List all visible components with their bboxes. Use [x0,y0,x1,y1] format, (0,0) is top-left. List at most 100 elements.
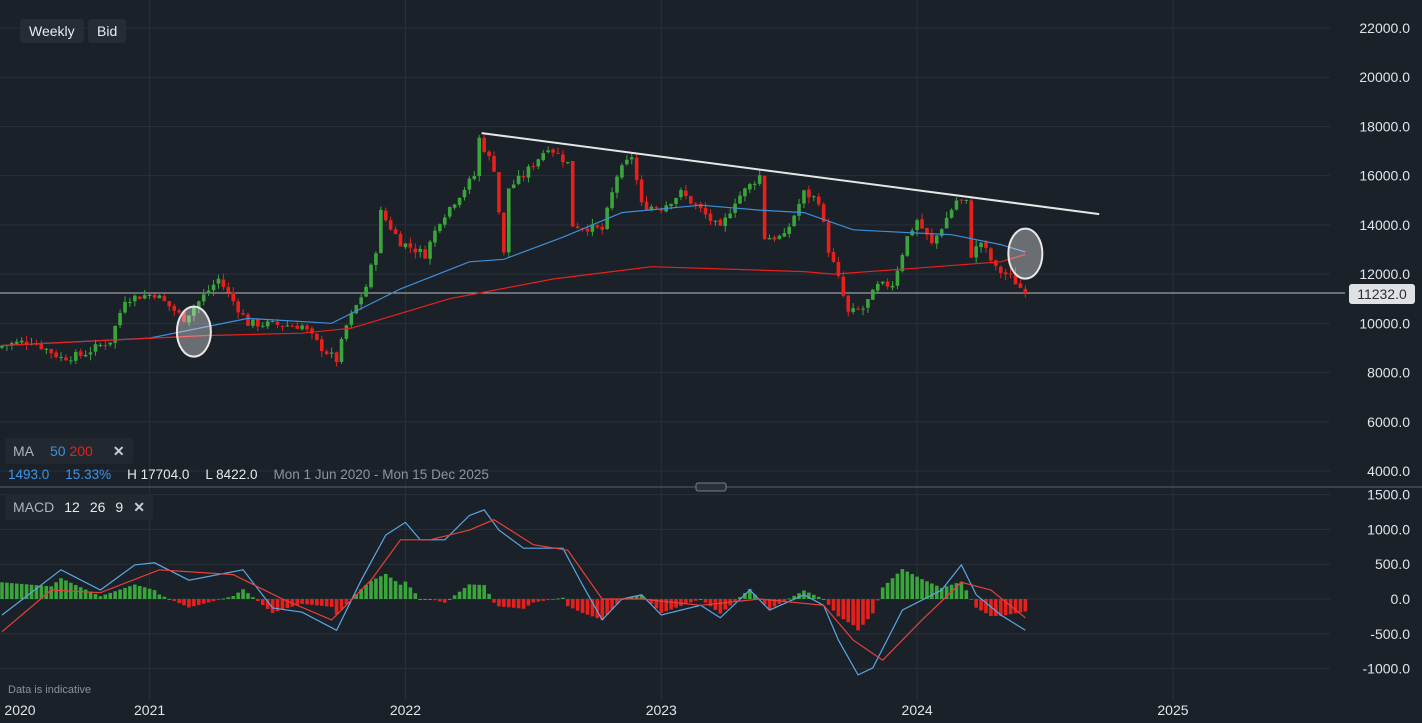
candle-body [826,222,831,253]
candle [467,176,472,195]
interval-button[interactable]: Weekly [20,19,84,43]
candle-body [167,301,172,307]
candle [477,134,482,182]
candle-body [644,201,649,210]
candle-body [669,203,673,207]
macd-histogram-bar [634,595,639,599]
candle [182,311,186,323]
candle [142,289,147,300]
candle [10,341,14,351]
candle [433,226,437,247]
candle-body [93,344,98,352]
candle [954,197,959,211]
macd-histogram-bar [679,599,683,606]
candle [172,303,176,317]
candle-body [551,149,555,153]
candle [585,224,590,236]
macd-histogram-bar [147,588,152,599]
macd-histogram-bar [14,583,19,599]
candle [472,171,477,181]
signal-line [1,519,1026,661]
candle [600,223,605,235]
candle-body [69,360,73,362]
candle-body [467,178,472,190]
macd-histogram-bar [221,598,226,600]
pane-resize-handle[interactable] [695,482,727,492]
macd-histogram-bar [482,585,486,599]
candle [546,146,550,154]
candle-body [807,189,811,198]
macd-histogram-bar [556,598,560,600]
candle [979,242,983,253]
macd-histogram-bar [157,594,162,599]
macd-histogram-bar [767,599,772,610]
candle-body [438,224,442,232]
close-icon[interactable]: ✕ [133,499,145,515]
macd-histogram-bar [605,599,609,615]
high-value: H 17704.0 [127,467,190,482]
candle [792,214,796,228]
macd-histogram-bar [885,582,890,599]
candle-body [851,308,855,312]
macd-histogram-bar [531,599,536,603]
candle [487,150,491,161]
macd-histogram-bar [24,584,29,599]
candle-body [88,352,93,355]
macd-histogram-bar [664,599,668,612]
candle [260,321,265,329]
candle-body [585,228,590,232]
price-tick-label: 4000.0 [1367,463,1410,479]
candle-body [275,321,280,325]
macd-histogram-bar [182,599,186,606]
candle [757,170,762,186]
macd-histogram-bar [821,599,826,600]
macd-histogram-bar [393,581,398,599]
candle-body [19,340,24,343]
candle [875,281,880,293]
close-icon[interactable]: ✕ [112,443,125,459]
macd-histogram-bar [890,578,895,599]
candle-body [305,325,309,330]
candle-body [359,297,363,305]
macd-tick-label: 1500.0 [1367,487,1410,503]
macd-histogram-bar [639,594,644,599]
macd-histogram-bar [984,599,988,614]
candle [610,187,614,211]
price-tick-label: 18000.0 [1359,118,1410,134]
macd-histogram-bar [851,599,855,626]
macd-histogram-bar [433,599,437,601]
macd-histogram-bar [88,591,93,599]
candle-body [570,161,575,227]
macd-histogram-bar [536,599,541,602]
macd-histogram-bar [98,596,103,599]
candle-body [14,341,19,344]
macd-histogram-bar [19,583,24,599]
macd-histogram-bar [265,599,270,609]
candle [994,259,998,271]
ma-legend: MA 50 200 ✕ [5,438,133,464]
candle-body [802,190,806,204]
candle [1013,267,1018,285]
candle [718,218,723,227]
candle [939,228,944,238]
candle [669,203,673,210]
candle-body [74,352,78,361]
highlight-circle [1007,227,1044,280]
candle [772,234,777,243]
candle-body [128,301,132,303]
macd-histogram-bar [895,573,900,599]
macd-histogram-bar [487,593,491,599]
candle-body [280,325,285,327]
macd-histogram-bar [748,588,752,599]
candle-body [344,325,349,339]
macd-histogram-bar [39,585,44,599]
candle [388,216,393,231]
candle-body [575,226,580,229]
candle-body [418,248,422,252]
price-type-button[interactable]: Bid [88,19,127,43]
candle-body [506,188,511,253]
candle [998,265,1003,279]
candle-body [659,208,664,211]
candle [910,227,914,237]
